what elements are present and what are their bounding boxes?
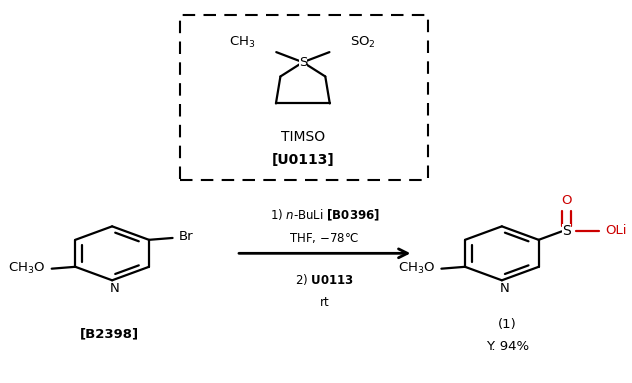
Text: Br: Br — [178, 230, 193, 243]
Text: [U0113]: [U0113] — [272, 153, 334, 167]
Text: S: S — [562, 224, 571, 238]
Text: TIMSO: TIMSO — [281, 130, 325, 144]
Text: (1): (1) — [499, 318, 517, 331]
Text: N: N — [110, 282, 120, 295]
Text: O: O — [561, 195, 571, 208]
Text: CH$_3$O: CH$_3$O — [398, 261, 435, 276]
Text: N: N — [500, 282, 509, 295]
Text: THF, $-$78°C: THF, $-$78°C — [289, 231, 360, 246]
Text: Y. 94%: Y. 94% — [486, 340, 530, 354]
Bar — [180, 15, 428, 180]
Text: [B2398]: [B2398] — [80, 327, 139, 340]
Text: CH$_3$O: CH$_3$O — [8, 261, 46, 276]
Text: CH$_3$: CH$_3$ — [229, 35, 255, 50]
Text: 2) $\mathbf{U0113}$: 2) $\mathbf{U0113}$ — [295, 272, 355, 287]
Text: rt: rt — [320, 296, 329, 309]
Text: 1) $\it{n}$-BuLi $\mathbf{[B0396]}$: 1) $\it{n}$-BuLi $\mathbf{[B0396]}$ — [270, 208, 380, 223]
Text: OLi: OLi — [605, 224, 627, 237]
Text: SO$_2$: SO$_2$ — [350, 35, 376, 50]
Text: S: S — [299, 56, 307, 69]
